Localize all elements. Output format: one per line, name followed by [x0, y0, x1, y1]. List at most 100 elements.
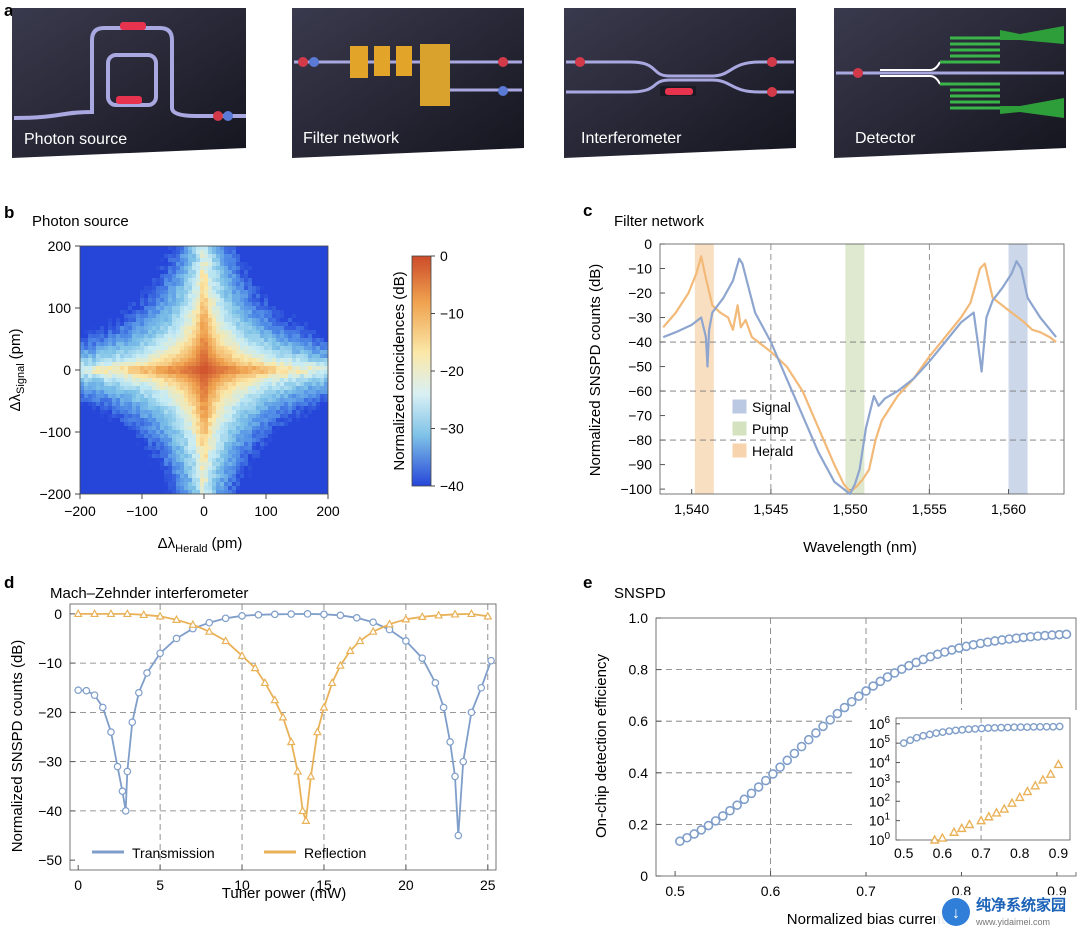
- heatmap-cell: [116, 454, 121, 459]
- heatmap-cell: [256, 470, 261, 475]
- heatmap-cell: [248, 254, 253, 259]
- heatmap-cell: [256, 390, 261, 395]
- heatmap-cell: [176, 462, 181, 467]
- heatmap-cell: [96, 270, 101, 275]
- heatmap-cell: [268, 414, 273, 419]
- heatmap-cell: [196, 254, 201, 259]
- heatmap-cell: [180, 366, 185, 371]
- heatmap-cell: [268, 418, 273, 423]
- heatmap-cell: [120, 466, 125, 471]
- heatmap-cell: [240, 346, 245, 351]
- heatmap-cell: [212, 330, 217, 335]
- heatmap-cell: [128, 274, 133, 279]
- heatmap-cell: [156, 390, 161, 395]
- heatmap-cell: [280, 434, 285, 439]
- heatmap-cell: [148, 470, 153, 475]
- heatmap-cell: [168, 430, 173, 435]
- heatmap-cell: [80, 314, 85, 319]
- heatmap-cell: [228, 282, 233, 287]
- heatmap-cell: [172, 370, 177, 375]
- heatmap-cell: [228, 334, 233, 339]
- heatmap-cell: [128, 454, 133, 459]
- panel-e-ylabel: On-chip detection efficiency: [593, 654, 610, 838]
- heatmap-cell: [112, 286, 117, 291]
- heatmap-cell: [116, 306, 121, 311]
- heatmap-cell: [300, 466, 305, 471]
- heatmap-cell: [140, 262, 145, 267]
- heatmap-cell: [104, 330, 109, 335]
- heatmap-cell: [180, 390, 185, 395]
- heatmap-cell: [292, 274, 297, 279]
- heatmap-cell: [128, 326, 133, 331]
- heatmap-cell: [124, 254, 129, 259]
- heatmap-cell: [80, 302, 85, 307]
- heatmap-cell: [296, 434, 301, 439]
- heatmap-cell: [252, 310, 257, 315]
- heatmap-cell: [148, 386, 153, 391]
- heatmap-cell: [288, 358, 293, 363]
- heatmap-cell: [252, 250, 257, 255]
- heatmap-cell: [236, 246, 241, 251]
- heatmap-cell: [128, 378, 133, 383]
- heatmap-cell: [272, 302, 277, 307]
- heatmap-cell: [188, 458, 193, 463]
- heatmap-cell: [316, 302, 321, 307]
- heatmap-cells: [80, 246, 328, 494]
- heatmap-cell: [128, 442, 133, 447]
- heatmap-cell: [240, 306, 245, 311]
- heatmap-cell: [248, 318, 253, 323]
- heatmap-cell: [240, 414, 245, 419]
- heatmap-cell: [320, 394, 325, 399]
- heatmap-cell: [120, 338, 125, 343]
- heatmap-cell: [120, 306, 125, 311]
- heatmap-cell: [288, 342, 293, 347]
- heatmap-cell: [268, 386, 273, 391]
- heatmap-cell: [80, 294, 85, 299]
- heatmap-cell: [92, 318, 97, 323]
- heatmap-cell: [152, 430, 157, 435]
- heatmap-cell: [300, 394, 305, 399]
- heatmap-cell: [84, 402, 89, 407]
- heatmap-cell: [156, 258, 161, 263]
- heatmap-cell: [104, 414, 109, 419]
- heatmap-cell: [92, 474, 97, 479]
- heatmap-cell: [256, 254, 261, 259]
- heatmap-cell: [128, 342, 133, 347]
- heatmap-cell: [264, 386, 269, 391]
- heatmap-cell: [244, 302, 249, 307]
- heatmap-cell: [192, 390, 197, 395]
- heatmap-cell: [136, 366, 141, 371]
- heatmap-cell: [236, 446, 241, 451]
- heatmap-cell: [296, 334, 301, 339]
- heatmap-cell: [280, 330, 285, 335]
- inset-data-point: [1036, 723, 1045, 731]
- heatmap-cell: [100, 390, 105, 395]
- heatmap-cell: [144, 294, 149, 299]
- heatmap-cell: [188, 326, 193, 331]
- heatmap-cell: [304, 258, 309, 263]
- heatmap-cell: [268, 306, 273, 311]
- heatmap-cell: [160, 262, 165, 267]
- heatmap-cell: [120, 318, 125, 323]
- heatmap-cell: [208, 426, 213, 431]
- heatmap-cell: [228, 386, 233, 391]
- heatmap-cell: [124, 258, 129, 263]
- heatmap-cell: [220, 442, 225, 447]
- heatmap-cell: [124, 410, 129, 415]
- heatmap-cell: [272, 382, 277, 387]
- heatmap-cell: [108, 378, 113, 383]
- heatmap-cell: [256, 306, 261, 311]
- heatmap-cell: [84, 390, 89, 395]
- heatmap-cell: [112, 374, 117, 379]
- data-point: [753, 782, 764, 792]
- heatmap-cell: [188, 402, 193, 407]
- data-point: [739, 794, 750, 805]
- heatmap-cell: [104, 314, 109, 319]
- heatmap-cell: [200, 354, 205, 359]
- heatmap-cell: [208, 290, 213, 295]
- heatmap-cell: [132, 486, 137, 491]
- heatmap-cell: [128, 462, 133, 467]
- heatmap-cell: [240, 338, 245, 343]
- heatmap-cell: [200, 350, 205, 355]
- heatmap-cell: [188, 398, 193, 403]
